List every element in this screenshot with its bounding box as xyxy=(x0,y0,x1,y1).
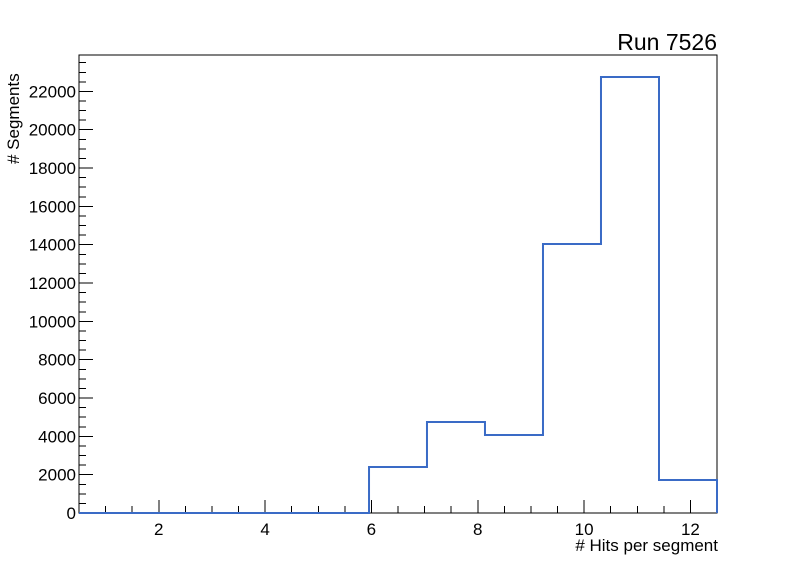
y-tick-label: 18000 xyxy=(29,159,76,178)
x-tick-label: 2 xyxy=(154,520,163,539)
x-tick-label: 10 xyxy=(575,520,594,539)
y-tick-label: 2000 xyxy=(38,466,76,485)
histogram-line xyxy=(79,76,718,514)
y-tick-label: 8000 xyxy=(38,351,76,370)
y-tick-label: 12000 xyxy=(29,274,76,293)
x-tick-label: 8 xyxy=(473,520,482,539)
y-tick-label: 0 xyxy=(67,504,76,523)
y-tick-label: 6000 xyxy=(38,389,76,408)
plot-frame xyxy=(78,54,718,514)
x-tick-label: 6 xyxy=(367,520,376,539)
y-tick-label: 14000 xyxy=(29,236,76,255)
x-tick-label: 12 xyxy=(681,520,700,539)
y-tick-label: 4000 xyxy=(38,427,76,446)
x-axis-title: # Hits per segment xyxy=(575,536,718,555)
y-tick-label: 22000 xyxy=(29,82,76,101)
plot-layer: 2 4 6 8 10 12 0 2000 4000 6000 8000 10000 12000 14000… xyxy=(29,54,718,539)
x-tick-label: 4 xyxy=(260,520,269,539)
y-tick-label: 10000 xyxy=(29,312,76,331)
y-tick-label: 16000 xyxy=(29,197,76,216)
y-axis-title: # Segments xyxy=(4,73,23,164)
chart-title: Run 7526 xyxy=(617,29,717,55)
y-tick-label: 20000 xyxy=(29,121,76,140)
